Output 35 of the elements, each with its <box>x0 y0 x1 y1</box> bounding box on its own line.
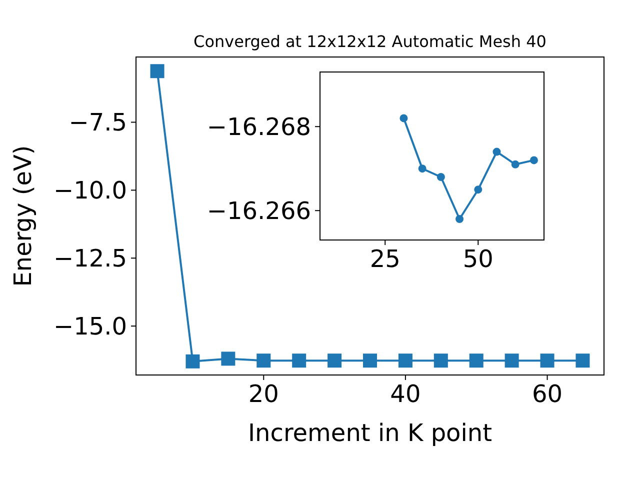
point <box>456 215 464 223</box>
point <box>469 354 484 368</box>
point <box>398 354 412 368</box>
point <box>363 354 377 368</box>
point <box>256 354 271 368</box>
point <box>434 354 448 368</box>
point <box>221 352 236 366</box>
point <box>511 160 520 168</box>
point <box>540 354 554 368</box>
point <box>474 186 482 194</box>
y-tick-label: −7.5 <box>68 108 127 137</box>
point <box>504 354 519 368</box>
y-tick-label: −12.5 <box>53 244 127 273</box>
point <box>492 148 501 156</box>
point <box>292 354 306 368</box>
x-tick-label: 25 <box>370 245 400 274</box>
point <box>186 354 200 368</box>
point <box>576 354 590 368</box>
y-tick-label: −16.266 <box>206 197 311 225</box>
point <box>328 354 342 368</box>
x-tick-label: 60 <box>532 380 563 408</box>
point <box>150 64 164 78</box>
x-tick-label: 20 <box>248 380 279 408</box>
chart-title: Converged at 12x12x12 Automatic Mesh 40 <box>194 32 546 51</box>
point <box>418 164 426 173</box>
point <box>530 156 538 164</box>
point <box>400 114 408 122</box>
y-tick-label: −10.0 <box>53 176 127 205</box>
x-tick-label: 40 <box>390 380 421 408</box>
x-axis-title: Increment in K point <box>248 419 492 447</box>
point <box>436 173 445 181</box>
y-tick-label: −16.268 <box>206 113 311 141</box>
y-tick-label: −15.0 <box>53 312 127 340</box>
y-axis-title: Energy (eV) <box>9 145 37 287</box>
x-tick-label: 50 <box>462 245 494 274</box>
